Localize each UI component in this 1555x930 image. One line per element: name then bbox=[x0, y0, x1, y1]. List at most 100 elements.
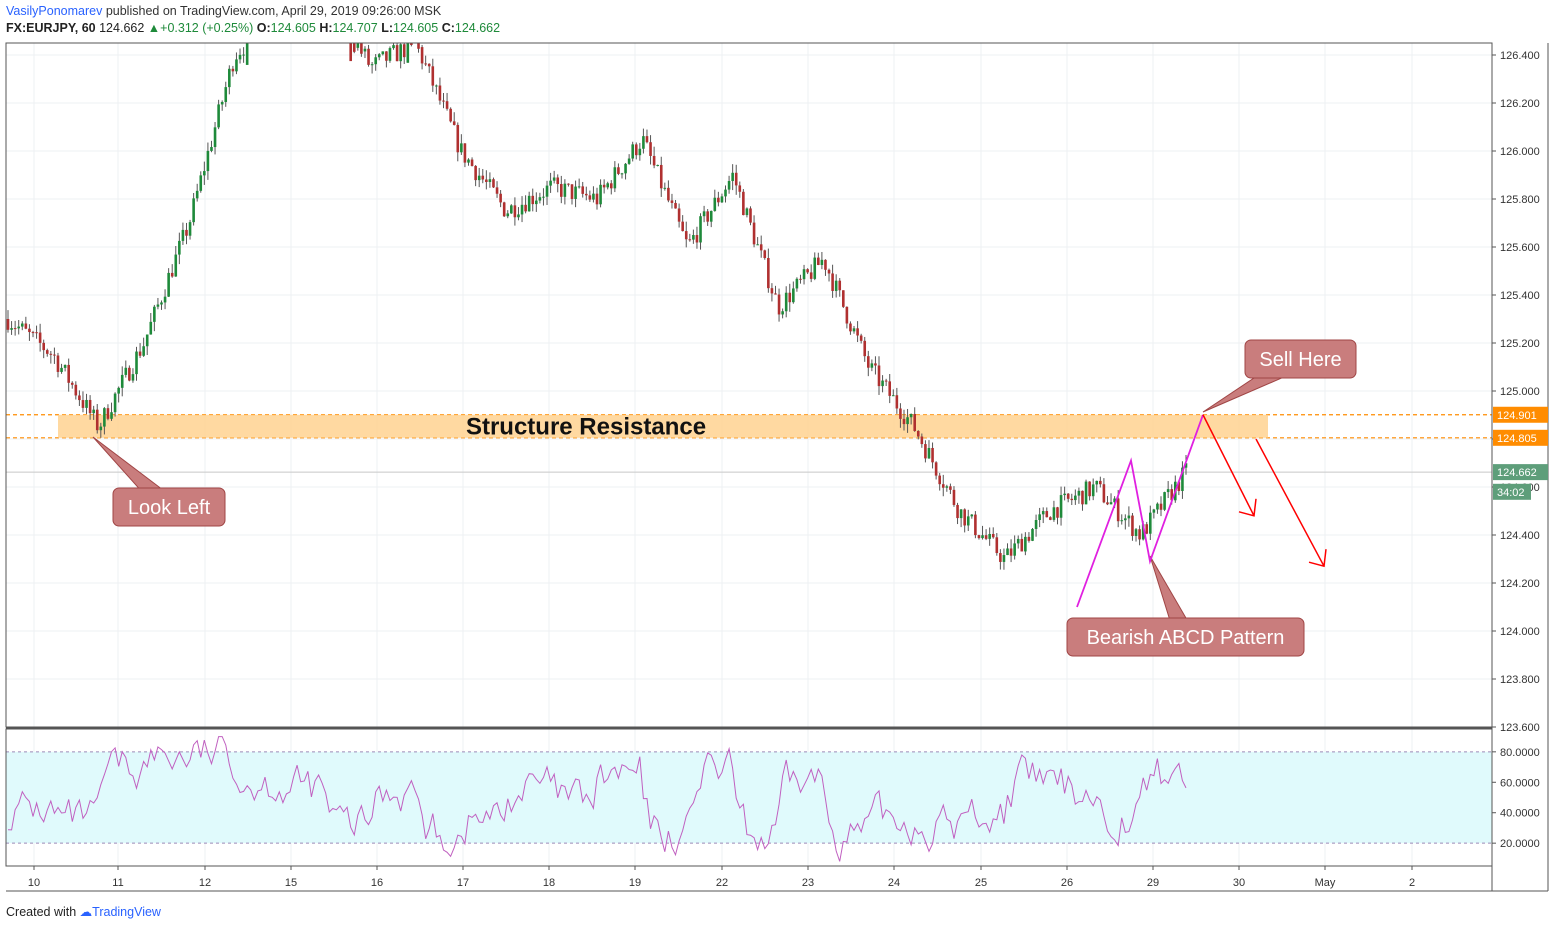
x-tick-label: 29 bbox=[1147, 877, 1159, 889]
symbol-label[interactable]: FX:EURJPY, 60 bbox=[6, 21, 96, 35]
candle-body bbox=[642, 136, 645, 149]
candle-body bbox=[1027, 536, 1031, 541]
candle-body bbox=[235, 59, 238, 72]
candle-body bbox=[17, 326, 21, 329]
candle-body bbox=[1116, 498, 1120, 522]
candle-body bbox=[974, 514, 977, 536]
candle-body bbox=[684, 231, 688, 240]
y-tick-label: 125.600 bbox=[1500, 242, 1540, 254]
candle-body bbox=[1091, 484, 1095, 497]
candle-body bbox=[1102, 484, 1106, 503]
candle-body bbox=[460, 143, 463, 153]
candle-body bbox=[110, 412, 113, 419]
candle-body bbox=[477, 175, 481, 181]
candle-body bbox=[1052, 507, 1056, 520]
open-label: O: bbox=[256, 21, 271, 35]
candle-body bbox=[913, 413, 917, 431]
candle-body bbox=[13, 328, 17, 330]
publish-line: VasilyPonomarev published on TradingView… bbox=[6, 4, 441, 18]
change-up-icon: ▲ bbox=[147, 21, 161, 35]
candle-body bbox=[1166, 489, 1170, 493]
candle-body bbox=[849, 323, 852, 332]
candle-body bbox=[881, 380, 884, 387]
short-arrow-shaft bbox=[1202, 414, 1255, 517]
rsi-band bbox=[6, 751, 1492, 844]
candle-body bbox=[734, 172, 738, 186]
candle-body bbox=[924, 444, 927, 459]
candle-body bbox=[681, 221, 684, 232]
candle-body bbox=[245, 43, 249, 65]
candle-body bbox=[667, 187, 670, 201]
candle-body bbox=[238, 54, 242, 60]
candle-body bbox=[349, 43, 352, 62]
y-tick-label: 124.200 bbox=[1500, 578, 1540, 590]
candle-body bbox=[859, 335, 863, 341]
candle-body bbox=[956, 504, 959, 519]
candle-body bbox=[649, 142, 652, 156]
candle-body bbox=[781, 311, 784, 315]
candle-body bbox=[817, 257, 820, 265]
candle-body bbox=[485, 179, 488, 183]
tradingview-brand-link[interactable]: TradingView bbox=[92, 905, 161, 919]
candle-body bbox=[470, 159, 474, 166]
candle-body bbox=[142, 346, 145, 356]
long-arrow-shaft bbox=[1255, 438, 1325, 567]
author-link[interactable]: VasilyPonomarev bbox=[6, 4, 103, 18]
candle-body bbox=[634, 144, 638, 156]
candle-body bbox=[402, 44, 406, 58]
candle-body bbox=[213, 127, 217, 148]
candle-body bbox=[1181, 467, 1184, 492]
candle-body bbox=[67, 364, 70, 383]
candle-body bbox=[545, 185, 549, 197]
candle-body bbox=[1120, 520, 1124, 522]
candlestick-series bbox=[6, 43, 1188, 570]
y-tick-label: 125.800 bbox=[1500, 194, 1540, 206]
candle-body bbox=[385, 51, 388, 61]
candle-body bbox=[481, 175, 485, 180]
candle-body bbox=[899, 408, 902, 419]
candle-body bbox=[1077, 490, 1081, 496]
candle-body bbox=[74, 384, 78, 396]
candle-body bbox=[588, 195, 592, 200]
candle-body bbox=[770, 288, 774, 294]
long-arrow-head bbox=[1308, 549, 1327, 568]
candle-body bbox=[581, 186, 585, 194]
resistance-zone: Structure Resistance bbox=[6, 413, 1492, 473]
candle-body bbox=[1177, 481, 1181, 492]
candle-body bbox=[435, 85, 438, 87]
candle-body bbox=[802, 269, 806, 280]
candle-body bbox=[756, 244, 759, 246]
candle-body bbox=[752, 222, 756, 245]
candle-body bbox=[28, 328, 31, 333]
candle-body bbox=[870, 363, 874, 368]
candle-body bbox=[724, 189, 727, 197]
candle-body bbox=[560, 184, 563, 197]
y-tick-label: 124.400 bbox=[1500, 530, 1540, 542]
candle-body bbox=[224, 87, 228, 102]
candle-body bbox=[399, 44, 402, 62]
x-tick-label: 2 bbox=[1409, 877, 1415, 889]
candle-body bbox=[495, 187, 499, 194]
candle-body bbox=[45, 350, 49, 354]
candle-body bbox=[192, 198, 195, 223]
candle-body bbox=[388, 48, 392, 61]
candle-body bbox=[670, 200, 674, 203]
rsi-tick-label: 20.0000 bbox=[1500, 838, 1540, 850]
price-tag-bg bbox=[1493, 429, 1548, 446]
y-tick-label: 125.000 bbox=[1500, 386, 1540, 398]
candle-body bbox=[178, 240, 181, 255]
candle-body bbox=[795, 278, 799, 289]
candle-body bbox=[631, 144, 634, 159]
candle-body bbox=[195, 190, 199, 199]
candle-body bbox=[1009, 548, 1013, 556]
candle-body bbox=[535, 200, 538, 205]
candle-body bbox=[606, 183, 610, 188]
candle-body bbox=[1063, 493, 1066, 496]
candle-body bbox=[845, 306, 849, 324]
candle-body bbox=[510, 205, 513, 214]
candle-body bbox=[374, 57, 377, 65]
candle-body bbox=[738, 185, 742, 192]
x-tick-label: 10 bbox=[28, 877, 40, 889]
candle-body bbox=[563, 183, 567, 197]
